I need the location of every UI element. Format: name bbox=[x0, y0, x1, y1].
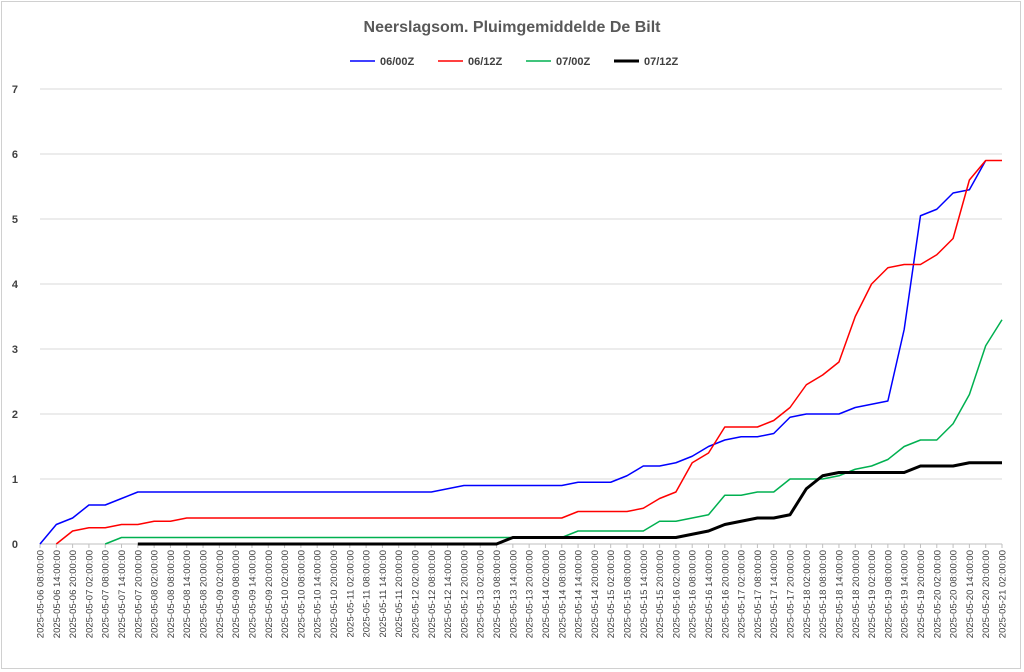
x-tick-label: 2025-05-16 08:00:00 bbox=[688, 550, 699, 638]
x-tick-label: 2025-05-17 02:00:00 bbox=[737, 550, 748, 638]
x-tick-label: 2025-05-07 08:00:00 bbox=[101, 550, 112, 638]
x-tick-label: 2025-05-15 08:00:00 bbox=[622, 550, 633, 638]
x-tick-label: 2025-05-15 14:00:00 bbox=[639, 550, 650, 638]
x-tick-label: 2025-05-06 08:00:00 bbox=[36, 550, 47, 638]
x-tick-label: 2025-05-13 08:00:00 bbox=[492, 550, 503, 638]
x-tick-label: 2025-05-17 14:00:00 bbox=[769, 550, 780, 638]
x-tick-label: 2025-05-11 20:00:00 bbox=[394, 550, 405, 638]
x-tick-label: 2025-05-18 20:00:00 bbox=[851, 550, 862, 638]
x-tick-label: 2025-05-10 20:00:00 bbox=[329, 550, 340, 638]
x-tick-label: 2025-05-19 20:00:00 bbox=[916, 550, 927, 638]
x-tick-label: 2025-05-09 08:00:00 bbox=[231, 550, 242, 638]
y-tick-label: 0 bbox=[12, 539, 18, 551]
x-tick-label: 2025-05-08 14:00:00 bbox=[182, 550, 193, 638]
x-tick-label: 2025-05-16 14:00:00 bbox=[704, 550, 715, 638]
x-tick-label: 2025-05-10 14:00:00 bbox=[313, 550, 324, 638]
legend-label: 06/00Z bbox=[380, 56, 415, 68]
x-tick-label: 2025-05-20 20:00:00 bbox=[981, 550, 992, 638]
x-tick-label: 2025-05-09 20:00:00 bbox=[264, 550, 275, 638]
x-tick-label: 2025-05-17 20:00:00 bbox=[786, 550, 797, 638]
x-tick-label: 2025-05-08 08:00:00 bbox=[166, 550, 177, 638]
y-tick-label: 6 bbox=[12, 149, 18, 161]
x-tick-label: 2025-05-12 14:00:00 bbox=[443, 550, 454, 638]
x-tick-label: 2025-05-10 02:00:00 bbox=[280, 550, 291, 638]
x-tick-label: 2025-05-18 08:00:00 bbox=[818, 550, 829, 638]
x-tick-label: 2025-05-07 02:00:00 bbox=[84, 550, 95, 638]
x-tick-label: 2025-05-20 14:00:00 bbox=[965, 550, 976, 638]
x-tick-label: 2025-05-19 08:00:00 bbox=[883, 550, 894, 638]
x-tick-label: 2025-05-14 08:00:00 bbox=[557, 550, 568, 638]
x-tick-label: 2025-05-19 14:00:00 bbox=[900, 550, 911, 638]
series-line-06-00z bbox=[39, 160, 987, 545]
x-tick-label: 2025-05-15 02:00:00 bbox=[606, 550, 617, 638]
x-tick-label: 2025-05-20 02:00:00 bbox=[932, 550, 943, 638]
x-tick-label: 2025-05-09 02:00:00 bbox=[215, 550, 226, 638]
x-tick-label: 2025-05-09 14:00:00 bbox=[247, 550, 258, 638]
x-tick-label: 2025-05-08 02:00:00 bbox=[150, 550, 161, 638]
legend-label: 07/00Z bbox=[556, 56, 591, 68]
x-tick-label: 2025-05-13 02:00:00 bbox=[476, 550, 487, 638]
y-tick-label: 7 bbox=[12, 84, 18, 96]
x-tick-label: 2025-05-18 14:00:00 bbox=[834, 550, 845, 638]
y-tick-label: 2 bbox=[12, 409, 18, 421]
y-tick-label: 4 bbox=[12, 279, 19, 291]
gridlines bbox=[40, 88, 1002, 480]
legend-label: 06/12Z bbox=[468, 56, 503, 68]
x-tick-label: 2025-05-11 08:00:00 bbox=[362, 550, 373, 638]
series-line-07-12z bbox=[137, 461, 1002, 546]
x-tick-label: 2025-05-11 02:00:00 bbox=[345, 550, 356, 638]
x-tick-label: 2025-05-07 14:00:00 bbox=[117, 550, 128, 638]
x-tick-label: 2025-05-13 14:00:00 bbox=[508, 550, 519, 638]
legend-label: 07/12Z bbox=[644, 56, 679, 68]
x-tick-label: 2025-05-13 20:00:00 bbox=[525, 550, 536, 638]
x-tick-label: 2025-05-06 20:00:00 bbox=[68, 550, 79, 638]
chart-title: Neerslagsom. Pluimgemiddelde De Bilt bbox=[364, 19, 662, 36]
x-tick-label: 2025-05-19 02:00:00 bbox=[867, 550, 878, 638]
x-tick-label: 2025-05-18 02:00:00 bbox=[802, 550, 813, 638]
x-tick-label: 2025-05-12 02:00:00 bbox=[411, 550, 422, 638]
x-tick-label: 2025-05-20 08:00:00 bbox=[949, 550, 960, 638]
x-axis: 2025-05-06 08:00:00 2025-05-06 14:00:00 20… bbox=[36, 543, 1009, 638]
x-tick-label: 2025-05-16 02:00:00 bbox=[671, 550, 682, 638]
x-tick-label: 2025-05-16 20:00:00 bbox=[720, 550, 731, 638]
y-tick-label: 1 bbox=[12, 474, 18, 486]
series-lines bbox=[39, 159, 1003, 546]
x-tick-label: 2025-05-15 20:00:00 bbox=[655, 550, 666, 638]
x-tick-label: 2025-05-12 20:00:00 bbox=[459, 550, 470, 638]
y-axis-ticks: 0 1 2 3 4 5 6 7 bbox=[12, 84, 19, 551]
x-tick-label: 2025-05-06 14:00:00 bbox=[52, 550, 63, 638]
x-tick-label: 2025-05-07 20:00:00 bbox=[133, 550, 144, 638]
x-tick-label: 2025-05-14 02:00:00 bbox=[541, 550, 552, 638]
x-tick-label: 2025-05-08 20:00:00 bbox=[199, 550, 210, 638]
x-tick-label: 2025-05-11 14:00:00 bbox=[378, 550, 389, 638]
x-tick-label: 2025-05-12 08:00:00 bbox=[427, 550, 438, 638]
x-tick-label: 2025-05-14 14:00:00 bbox=[574, 550, 585, 638]
x-tick-label: 2025-05-21 02:00:00 bbox=[998, 550, 1009, 638]
x-tick-label: 2025-05-14 20:00:00 bbox=[590, 550, 601, 638]
x-tick-label: 2025-05-10 08:00:00 bbox=[296, 550, 307, 638]
x-tick-label: 2025-05-17 08:00:00 bbox=[753, 550, 764, 638]
series-line-06-12z bbox=[55, 159, 1002, 545]
y-tick-label: 3 bbox=[12, 344, 18, 356]
y-tick-label: 5 bbox=[12, 214, 18, 226]
legend: 06/00Z 06/12Z 07/00Z 07/12Z bbox=[350, 56, 679, 68]
series-line-07-00z bbox=[104, 319, 1003, 545]
